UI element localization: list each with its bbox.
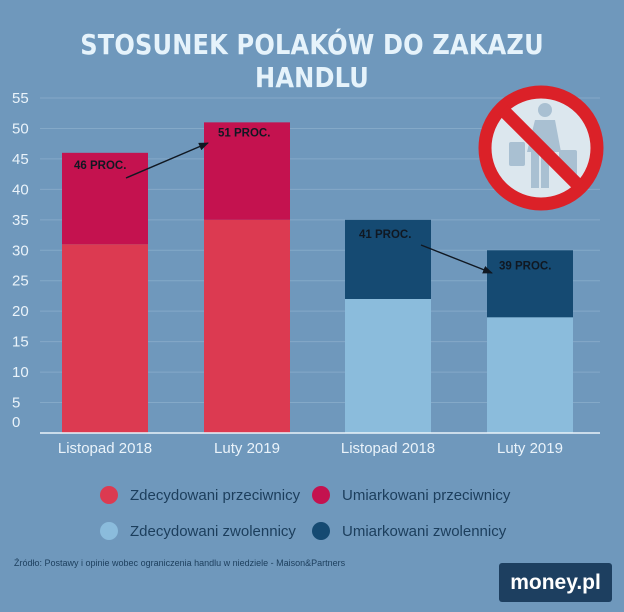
y-tick-label: 50 bbox=[12, 120, 29, 137]
legend-label: Zdecydowani przeciwnicy bbox=[130, 486, 301, 504]
value-label: 39 PROC. bbox=[499, 260, 551, 272]
bar-segment-umiarkowani-przeciwnicy bbox=[62, 152, 148, 245]
bar-chart: 0 5 10 15 20 25 30 35 40 45 50 55 Listopad 2018 Luty… bbox=[12, 85, 604, 457]
x-tick-label: Luty 2019 bbox=[214, 440, 280, 457]
value-label: 46 PROC. bbox=[74, 160, 126, 172]
trend-arrow bbox=[125, 142, 209, 179]
legend-label: Zdecydowani zwolennicy bbox=[130, 522, 296, 540]
y-tick-label: 20 bbox=[12, 303, 29, 320]
bar-segment-zdecydowani-zwolennicy bbox=[487, 317, 573, 433]
y-tick-label: 25 bbox=[12, 273, 29, 290]
legend-swatch bbox=[100, 486, 118, 504]
legend-swatch bbox=[312, 522, 330, 540]
bar-segment-umiarkowani-zwolennicy bbox=[487, 250, 573, 318]
y-tick-label: 5 bbox=[12, 395, 20, 412]
y-tick-label: 30 bbox=[12, 242, 29, 259]
y-tick-label: 40 bbox=[12, 181, 29, 198]
bar-segment-umiarkowani-zwolennicy bbox=[345, 219, 431, 299]
y-tick-label: 0 bbox=[12, 414, 20, 431]
legend-item: Zdecydowani zwolennicy bbox=[100, 522, 296, 540]
y-tick-label: 35 bbox=[12, 212, 29, 229]
no-shopping-icon bbox=[478, 85, 604, 211]
source-note: Źródło: Postawy i opinie wobec ogranicze… bbox=[14, 558, 346, 568]
bar-segment-umiarkowani-przeciwnicy bbox=[204, 122, 290, 220]
legend-item: Umiarkowani zwolennicy bbox=[312, 522, 506, 540]
y-tick-label: 45 bbox=[12, 151, 29, 168]
x-tick-label: Listopad 2018 bbox=[58, 440, 152, 457]
y-tick-label: 15 bbox=[12, 334, 29, 351]
x-tick-label: Listopad 2018 bbox=[341, 440, 435, 457]
y-tick-label: 55 bbox=[12, 90, 29, 107]
legend-label: Umiarkowani zwolennicy bbox=[342, 522, 507, 540]
legend-item: Umiarkowani przeciwnicy bbox=[312, 486, 510, 504]
bar-segment-zdecydowani-przeciwnicy bbox=[62, 244, 148, 433]
x-tick-label: Luty 2019 bbox=[497, 440, 563, 457]
trend-arrow bbox=[420, 244, 493, 274]
legend-label: Umiarkowani przeciwnicy bbox=[342, 486, 511, 504]
chart-title: STOSUNEK POLAKÓW DO ZAKAZU HANDLU bbox=[80, 28, 544, 94]
y-tick-label: 10 bbox=[12, 364, 29, 381]
legend-item: Zdecydowani przeciwnicy bbox=[100, 486, 300, 504]
value-label: 41 PROC. bbox=[359, 229, 411, 241]
money-pl-logo: money.pl bbox=[499, 563, 612, 602]
value-label: 51 PROC. bbox=[218, 127, 270, 139]
legend-swatch bbox=[100, 522, 118, 540]
bar-segment-zdecydowani-zwolennicy bbox=[345, 299, 431, 433]
bar-segment-zdecydowani-przeciwnicy bbox=[204, 219, 290, 433]
legend-swatch bbox=[312, 486, 330, 504]
